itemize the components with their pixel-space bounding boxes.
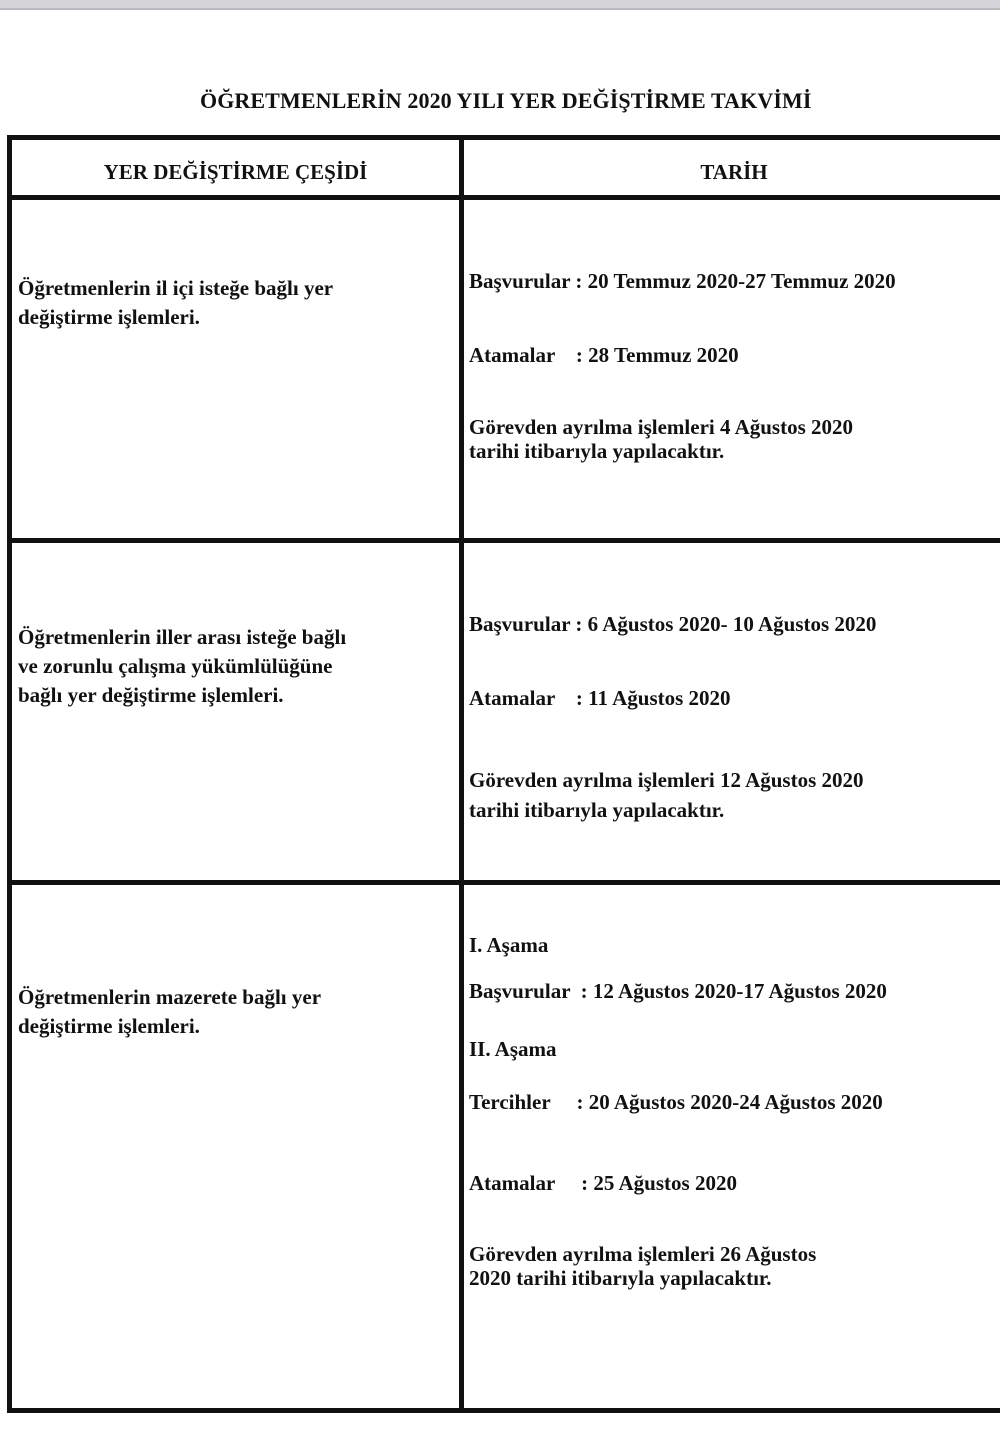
row1-appointments: Atamalar : 28 Temmuz 2020 bbox=[469, 343, 739, 367]
row3-type-line: değiştirme işlemleri. bbox=[18, 1014, 200, 1038]
row-divider bbox=[12, 880, 1000, 885]
row-divider bbox=[12, 195, 1000, 200]
row1-leave: tarihi itibarıyla yapılacaktır. bbox=[469, 439, 725, 463]
top-bar bbox=[0, 0, 1000, 10]
row3-leave: 2020 tarihi itibarıyla yapılacaktır. bbox=[469, 1266, 772, 1290]
row1-applications: Başvurular : 20 Temmuz 2020-27 Temmuz 20… bbox=[469, 269, 896, 293]
row2-type-line: ve zorunlu çalışma yükümlülüğüne bbox=[18, 654, 333, 678]
row-divider bbox=[12, 538, 1000, 543]
row2-type-line: bağlı yer değiştirme işlemleri. bbox=[18, 683, 284, 707]
row3-appointments: Atamalar : 25 Ağustos 2020 bbox=[469, 1171, 737, 1195]
row3-leave: Görevden ayrılma işlemleri 26 Ağustos bbox=[469, 1242, 817, 1266]
row1-leave: Görevden ayrılma işlemleri 4 Ağustos 202… bbox=[469, 415, 853, 439]
document-title: ÖĞRETMENLERİN 2020 YILI YER DEĞİŞTİRME T… bbox=[200, 88, 812, 113]
calendar-table: YER DEĞİŞTİRME ÇEŞİDİ TARİH Öğretmenleri… bbox=[7, 135, 1000, 1413]
row1-type-line: değiştirme işlemleri. bbox=[18, 305, 200, 329]
row2-type-line: Öğretmenlerin iller arası isteğe bağlı bbox=[18, 625, 347, 649]
row3-preferences: Tercihler : 20 Ağustos 2020-24 Ağustos 2… bbox=[469, 1090, 883, 1114]
row2-appointments: Atamalar : 11 Ağustos 2020 bbox=[469, 686, 731, 710]
row3-stage2: II. Aşama bbox=[469, 1037, 557, 1061]
row2-leave: Görevden ayrılma işlemleri 12 Ağustos 20… bbox=[469, 768, 864, 792]
header-date: TARİH bbox=[700, 160, 768, 184]
header-type: YER DEĞİŞTİRME ÇEŞİDİ bbox=[103, 160, 368, 184]
row1-type-line: Öğretmenlerin il içi isteğe bağlı yer bbox=[18, 276, 334, 300]
column-divider bbox=[459, 140, 464, 1408]
row3-stage1: I. Aşama bbox=[469, 933, 549, 957]
row2-applications: Başvurular : 6 Ağustos 2020- 10 Ağustos … bbox=[469, 612, 877, 636]
row2-leave: tarihi itibarıyla yapılacaktır. bbox=[469, 798, 725, 822]
row3-applications: Başvurular : 12 Ağustos 2020-17 Ağustos … bbox=[469, 979, 887, 1003]
row3-type-line: Öğretmenlerin mazerete bağlı yer bbox=[18, 985, 322, 1009]
